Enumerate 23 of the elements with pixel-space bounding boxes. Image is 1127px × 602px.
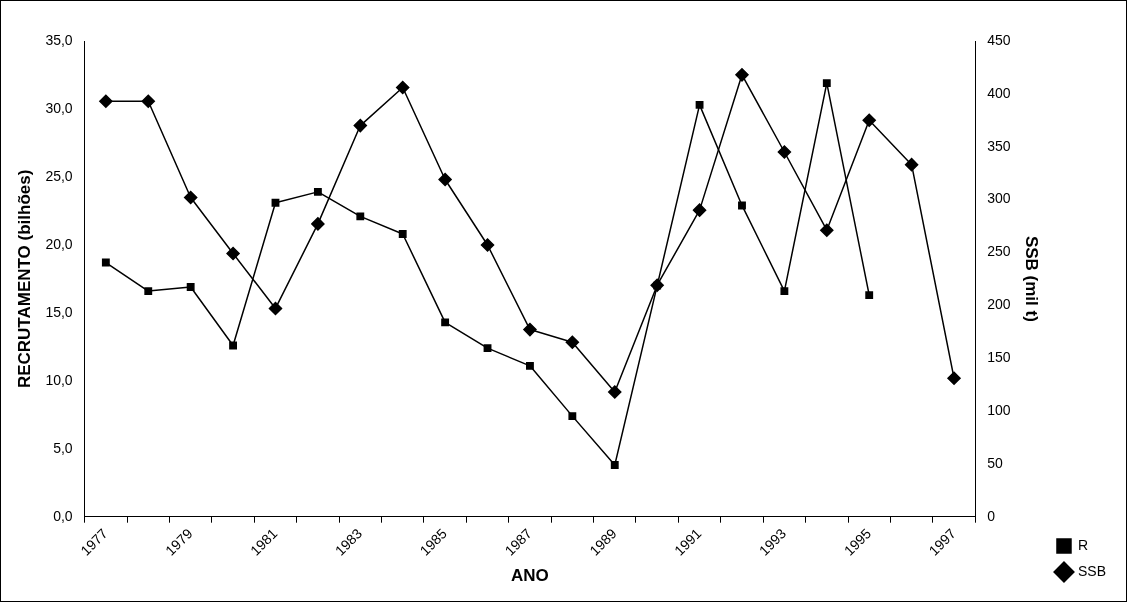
y2-tick-label: 350 bbox=[987, 137, 1011, 154]
y2-tick-label: 0 bbox=[987, 507, 996, 524]
y2-tick-label: 50 bbox=[987, 454, 1004, 471]
y2-axis-title: SSB (mil t) bbox=[1022, 235, 1042, 322]
y2-tick-label: 200 bbox=[987, 296, 1011, 313]
y2-tick-label: 150 bbox=[987, 348, 1011, 365]
y2-tick-label: 100 bbox=[987, 401, 1011, 418]
y-tick-label: 30,0 bbox=[45, 99, 73, 116]
legend-label: SSB bbox=[1077, 562, 1106, 579]
y-tick-label: 0,0 bbox=[53, 507, 73, 524]
y-tick-label: 15,0 bbox=[45, 303, 73, 320]
y-axis-title: RECRUTAMENTO (bilhões) bbox=[14, 169, 34, 389]
y2-tick-label: 300 bbox=[987, 190, 1011, 207]
y-tick-label: 10,0 bbox=[45, 371, 73, 388]
y2-tick-label: 250 bbox=[987, 243, 1011, 260]
y2-tick-label: 400 bbox=[987, 84, 1011, 101]
y2-tick-label: 450 bbox=[987, 31, 1011, 48]
legend-label: R bbox=[1077, 536, 1089, 553]
y-tick-label: 20,0 bbox=[45, 235, 73, 252]
x-axis-title: ANO bbox=[511, 566, 549, 586]
y-tick-label: 35,0 bbox=[45, 31, 73, 48]
y-tick-label: 25,0 bbox=[45, 167, 73, 184]
y-tick-label: 5,0 bbox=[53, 439, 73, 456]
